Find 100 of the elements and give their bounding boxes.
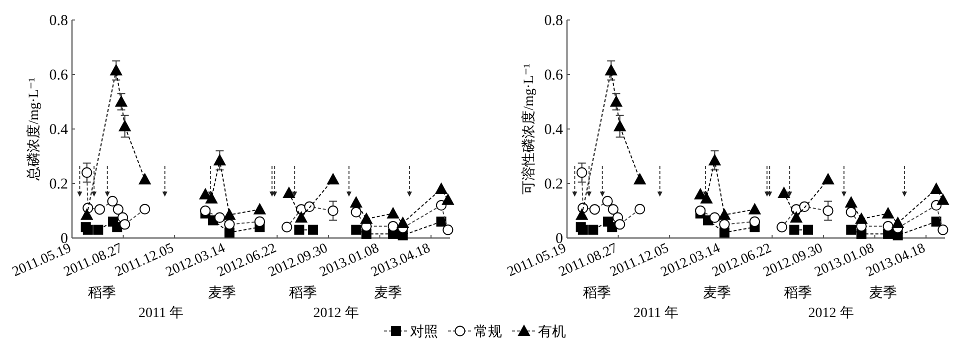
point	[94, 204, 105, 215]
point	[610, 96, 622, 107]
text: 稻季	[88, 285, 116, 301]
point	[295, 212, 308, 223]
point	[120, 219, 130, 230]
point	[855, 212, 868, 224]
point	[882, 207, 894, 218]
point	[107, 196, 118, 207]
point	[254, 216, 266, 227]
point	[282, 187, 295, 198]
point	[80, 208, 93, 220]
point	[846, 206, 856, 218]
point	[614, 219, 626, 230]
point	[82, 167, 92, 178]
point	[350, 206, 362, 218]
text: 2012 年	[313, 305, 359, 321]
point	[846, 224, 856, 235]
text: 2011 年	[634, 305, 678, 321]
point	[138, 173, 151, 184]
point	[936, 194, 949, 205]
text: 麦季	[208, 285, 236, 301]
point	[602, 196, 613, 207]
y-axis-title: 可溶性磷浓度/mg·L⁻¹	[521, 64, 537, 194]
point	[845, 196, 858, 208]
point	[350, 196, 362, 208]
text: 麦季	[869, 285, 897, 301]
point	[388, 220, 398, 232]
y-tick-label: 0.6	[544, 68, 564, 84]
point	[214, 212, 226, 223]
point	[442, 224, 454, 236]
point	[224, 219, 235, 230]
point	[695, 205, 706, 216]
text: 稻季	[289, 285, 317, 301]
point	[576, 167, 588, 178]
point	[435, 182, 448, 194]
point	[776, 222, 788, 232]
text: 麦季	[703, 285, 731, 301]
point	[112, 204, 124, 215]
y-tick-label: 0.8	[544, 13, 563, 29]
point	[304, 201, 315, 212]
point	[442, 194, 454, 205]
point	[110, 64, 122, 76]
y-tick-label: 0.4	[544, 122, 564, 138]
text: 稻季	[583, 285, 611, 301]
point	[360, 212, 372, 224]
point	[931, 216, 942, 227]
point	[576, 208, 588, 220]
point	[254, 203, 266, 214]
point	[589, 204, 600, 215]
point	[328, 205, 338, 216]
point	[608, 204, 618, 215]
point	[789, 224, 800, 235]
point	[200, 205, 211, 216]
point	[938, 224, 948, 236]
point	[822, 205, 834, 216]
legend-label: 常规	[474, 324, 502, 340]
point	[614, 120, 626, 132]
point	[778, 187, 790, 198]
point	[719, 219, 730, 230]
y-tick-label: 0.6	[49, 68, 68, 84]
point	[282, 222, 292, 232]
point	[892, 217, 904, 228]
point	[605, 64, 618, 76]
point	[634, 173, 646, 184]
point	[327, 173, 340, 184]
point	[882, 220, 894, 232]
y-tick-label: 0.2	[49, 176, 68, 192]
text: 2011 年	[138, 305, 184, 321]
point	[294, 224, 304, 235]
point	[115, 96, 128, 107]
point	[578, 224, 588, 235]
point	[140, 204, 150, 214]
point	[588, 224, 598, 235]
point	[748, 203, 761, 214]
point	[214, 154, 226, 166]
point	[799, 201, 810, 212]
text: 2012 年	[808, 305, 854, 321]
point	[308, 224, 318, 235]
point	[700, 192, 713, 204]
y-tick-label: 0.2	[544, 176, 563, 192]
point	[930, 182, 942, 194]
legend-label: 对照	[410, 324, 438, 340]
text: 稻季	[784, 285, 812, 301]
point	[822, 173, 834, 184]
text: 麦季	[374, 285, 402, 301]
legend-label: 有机	[538, 324, 566, 340]
point	[82, 224, 93, 235]
y-axis-title: 总磷浓度/mg·L⁻¹	[26, 78, 42, 182]
point	[206, 192, 218, 204]
point	[223, 208, 236, 220]
y-tick-label: 0.4	[49, 122, 68, 138]
point	[708, 154, 721, 166]
point	[718, 208, 730, 220]
point	[749, 216, 760, 227]
point	[634, 204, 646, 214]
point	[387, 207, 400, 218]
point	[436, 216, 446, 227]
point	[790, 212, 802, 223]
point	[93, 224, 104, 235]
point	[803, 224, 814, 235]
